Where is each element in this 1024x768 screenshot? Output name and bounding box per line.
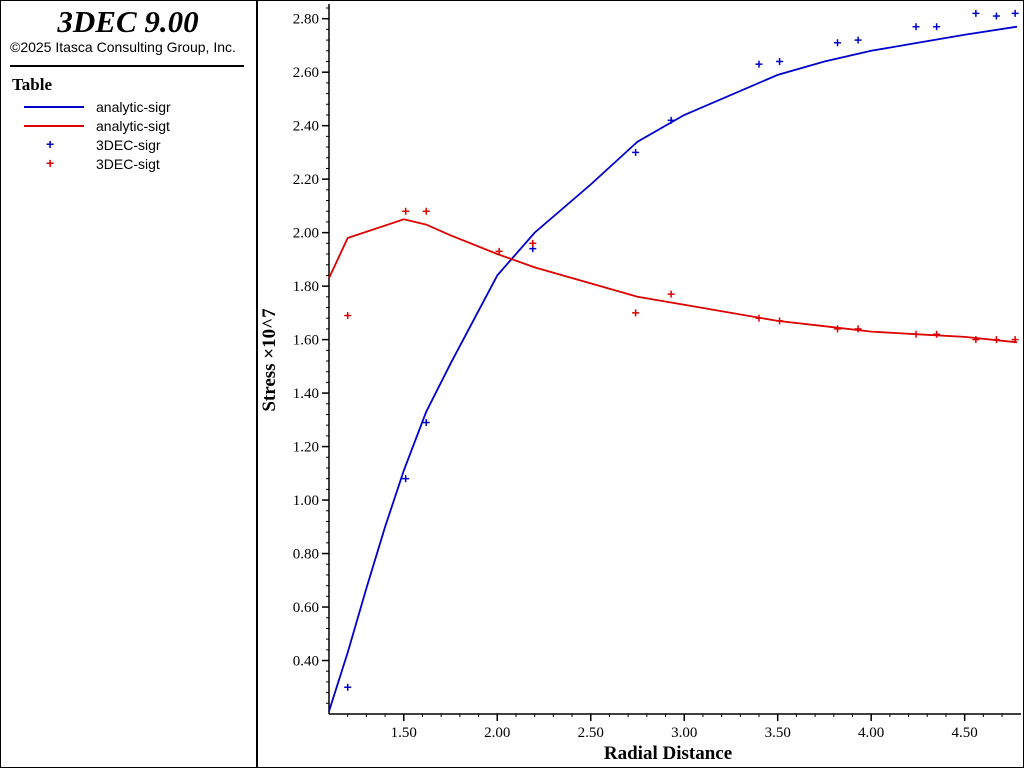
- y-tick-label: 1.60: [293, 333, 319, 349]
- y-tick-label: 2.60: [293, 65, 319, 81]
- y-tick-label: 0.40: [293, 654, 319, 670]
- data-point-3DEC-sigt: [632, 309, 640, 317]
- data-point-3DEC-sigr: [992, 12, 1000, 20]
- legend-title: Table: [12, 75, 53, 94]
- y-tick-label: 0.60: [293, 600, 319, 616]
- data-point-3DEC-sigt: [992, 336, 1000, 344]
- x-tick-label: 1.50: [391, 725, 417, 741]
- legend-item-3dec-sigr: + 3DEC-sigr: [18, 136, 248, 154]
- data-point-3DEC-sigt: [495, 247, 503, 255]
- legend-label: analytic-sigt: [96, 118, 170, 134]
- separator: [10, 65, 244, 67]
- data-point-3DEC-sigt: [933, 330, 941, 338]
- data-point-3DEC-sigr: [667, 116, 675, 124]
- data-point-3DEC-sigr: [912, 23, 920, 31]
- data-point-3DEC-sigr: [422, 419, 430, 427]
- data-point-3DEC-sigt: [667, 290, 675, 298]
- data-point-3DEC-sigr: [776, 57, 784, 65]
- plus-marker-icon: +: [46, 155, 55, 171]
- legend-line-swatch: [24, 106, 84, 108]
- copyright-text: ©2025 Itasca Consulting Group, Inc.: [10, 39, 236, 55]
- legend-panel: 3DEC 9.00 ©2025 Itasca Consulting Group,…: [0, 0, 256, 768]
- data-point-3DEC-sigr: [632, 148, 640, 156]
- legend-label: analytic-sigr: [96, 99, 171, 115]
- data-point-3DEC-sigt: [755, 314, 763, 322]
- data-point-3DEC-sigr: [344, 683, 352, 691]
- legend-line-swatch: [24, 125, 84, 127]
- legend-item-analytic-sigr: analytic-sigr: [18, 98, 248, 116]
- legend-label: 3DEC-sigr: [96, 137, 161, 153]
- data-point-3DEC-sigt: [422, 207, 430, 215]
- data-point-3DEC-sigt: [402, 207, 410, 215]
- series-line-analytic-sigt: [328, 218, 1018, 344]
- data-point-3DEC-sigr: [933, 23, 941, 31]
- data-point-3DEC-sigt: [529, 239, 537, 247]
- x-tick-label: 3.00: [671, 725, 697, 741]
- plus-marker-icon: +: [46, 136, 55, 152]
- legend-item-3dec-sigt: + 3DEC-sigt: [18, 155, 248, 173]
- data-point-3DEC-sigt: [776, 317, 784, 325]
- legend-item-analytic-sigt: analytic-sigt: [18, 117, 248, 135]
- panel-divider: [256, 0, 258, 768]
- data-point-3DEC-sigr: [972, 9, 980, 17]
- y-tick-label: 2.20: [293, 172, 319, 188]
- y-tick-label: 2.40: [293, 119, 319, 135]
- data-point-3DEC-sigt: [912, 330, 920, 338]
- series-line-analytic-sigr: [328, 25, 1018, 712]
- y-tick-label: 0.80: [293, 547, 319, 563]
- data-point-3DEC-sigt: [854, 325, 862, 333]
- x-tick-label: 2.50: [578, 725, 604, 741]
- data-point-3DEC-sigt: [834, 325, 842, 333]
- y-tick-label: 2.00: [293, 226, 319, 242]
- y-tick-label: 2.80: [293, 12, 319, 28]
- data-point-3DEC-sigr: [402, 475, 410, 483]
- x-tick-label: 3.50: [765, 725, 791, 741]
- x-tick-label: 2.00: [484, 725, 510, 741]
- data-point-3DEC-sigr: [1011, 9, 1019, 17]
- y-axis-title: Stress ×10^7: [259, 308, 280, 412]
- y-tick-label: 1.00: [293, 493, 319, 509]
- data-point-3DEC-sigr: [834, 39, 842, 47]
- data-point-3DEC-sigr: [854, 36, 862, 44]
- x-tick-label: 4.00: [858, 725, 884, 741]
- data-point-3DEC-sigr: [755, 60, 763, 68]
- x-axis-title: Radial Distance: [604, 743, 732, 764]
- y-tick-label: 1.80: [293, 279, 319, 295]
- data-point-3DEC-sigt: [344, 312, 352, 320]
- y-tick-label: 1.20: [293, 440, 319, 456]
- app-title: 3DEC 9.00: [57, 4, 199, 39]
- data-point-3DEC-sigt: [972, 336, 980, 344]
- data-point-3DEC-sigt: [1011, 336, 1019, 344]
- x-tick-label: 4.50: [952, 725, 978, 741]
- legend-label: 3DEC-sigt: [96, 156, 160, 172]
- y-tick-label: 1.40: [293, 386, 319, 402]
